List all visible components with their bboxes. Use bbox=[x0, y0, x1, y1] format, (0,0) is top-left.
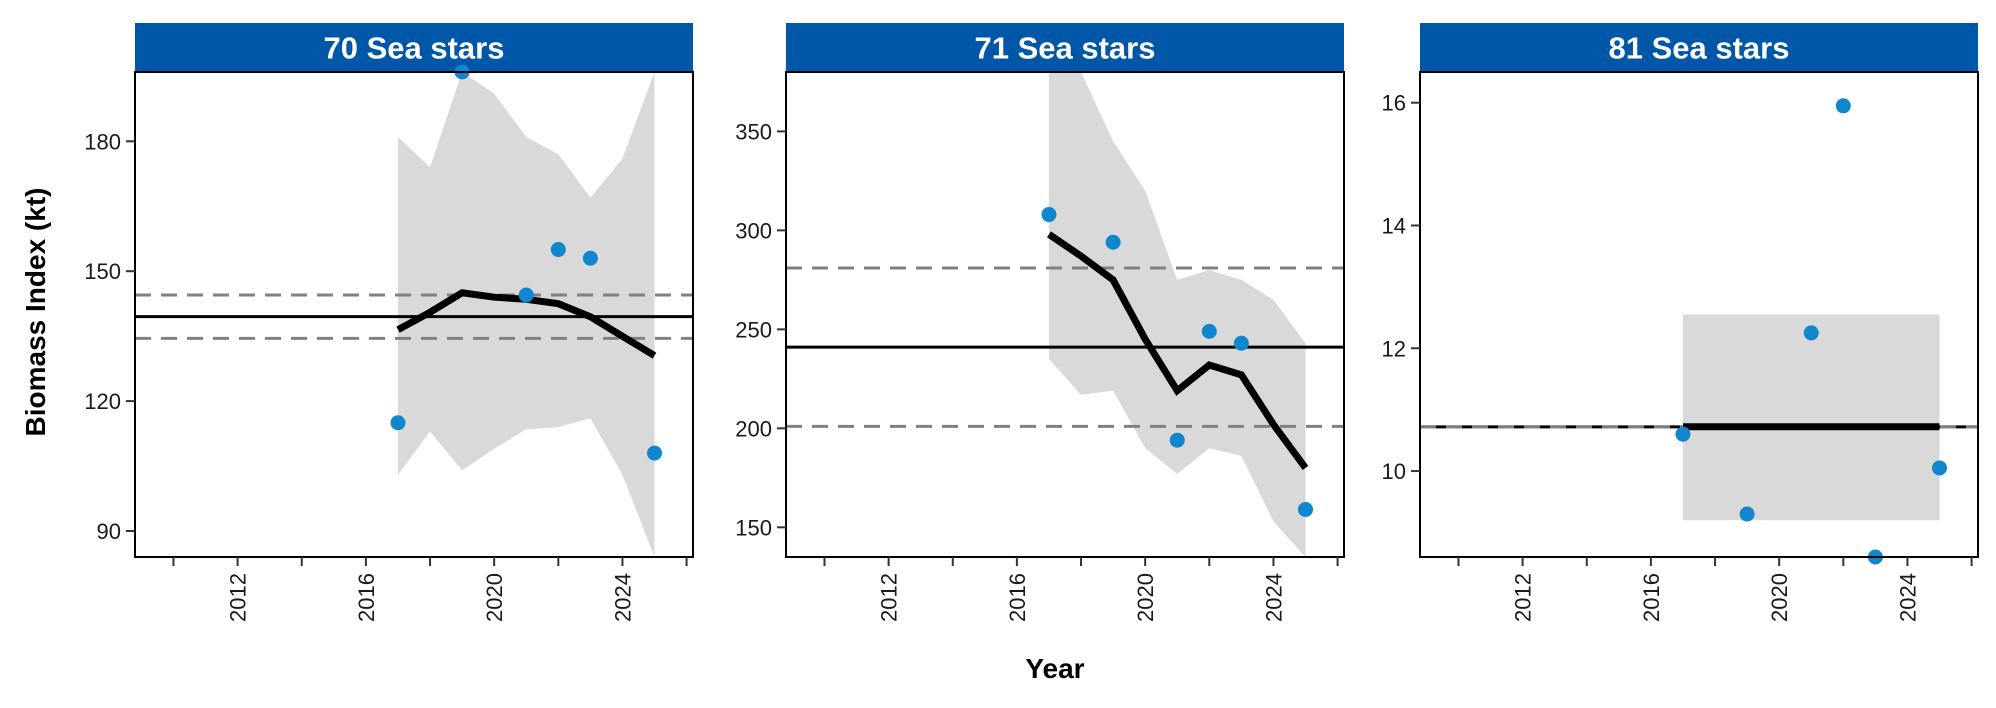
data-point bbox=[1739, 506, 1755, 522]
panel-strip bbox=[135, 23, 693, 72]
y-tick-label: 120 bbox=[84, 389, 121, 414]
x-tick-label: 2016 bbox=[1639, 573, 1664, 622]
data-point bbox=[1233, 335, 1249, 351]
y-tick-label: 200 bbox=[735, 416, 772, 441]
x-tick-label: 2020 bbox=[1767, 573, 1792, 622]
panel-2: 71 Sea stars 2012 2016 2020 2024 150 200 250 300… bbox=[735, 23, 1345, 622]
y-tick-label: 150 bbox=[84, 259, 121, 284]
data-point bbox=[1803, 325, 1819, 341]
data-point bbox=[550, 242, 566, 258]
confidence-ribbon bbox=[1683, 314, 1940, 521]
plot-area bbox=[1420, 314, 1978, 521]
data-point bbox=[647, 445, 663, 461]
panel-title: 70 Sea stars bbox=[324, 31, 505, 66]
panel-1: 70 Sea stars 2012 2016 2020 2024 90 120 150 180 bbox=[84, 23, 694, 622]
data-point bbox=[582, 250, 598, 266]
data-point bbox=[1169, 432, 1185, 448]
y-tick-label: 12 bbox=[1382, 336, 1406, 361]
y-tick-label: 350 bbox=[735, 119, 772, 144]
panel-3: 81 Sea stars 2012 2016 2020 2024 10 12 14 16 bbox=[1382, 23, 1979, 622]
data-point bbox=[1201, 323, 1217, 339]
data-point bbox=[390, 415, 406, 431]
panel-border bbox=[1419, 71, 1979, 558]
x-tick-label: 2012 bbox=[1511, 573, 1536, 622]
plot-area bbox=[786, 72, 1344, 557]
panel-strip bbox=[1420, 23, 1978, 72]
confidence-ribbon bbox=[398, 72, 655, 557]
x-tick-label: 2020 bbox=[482, 573, 507, 622]
x-axis-title: Year bbox=[1025, 653, 1084, 684]
y-tick-label: 300 bbox=[735, 218, 772, 243]
trend-line bbox=[1047, 231, 1309, 470]
panel-title: 71 Sea stars bbox=[975, 31, 1156, 66]
data-point bbox=[1675, 426, 1691, 442]
x-tick-label: 2016 bbox=[1005, 573, 1030, 622]
y-tick-label: 16 bbox=[1382, 91, 1406, 116]
x-tick-label: 2024 bbox=[1261, 573, 1286, 622]
data-point bbox=[1041, 207, 1057, 223]
x-tick-label: 2024 bbox=[1895, 573, 1920, 622]
x-tick-label: 2020 bbox=[1133, 573, 1158, 622]
confidence-ribbon bbox=[1049, 72, 1306, 557]
panel-border bbox=[785, 71, 1345, 558]
y-tick-label: 150 bbox=[735, 515, 772, 540]
y-tick-label: 180 bbox=[84, 129, 121, 154]
y-tick-label: 10 bbox=[1382, 459, 1406, 484]
panel-border bbox=[134, 71, 694, 558]
y-axis-title: Biomass Index (kt) bbox=[20, 188, 51, 437]
x-tick-label: 2024 bbox=[610, 573, 635, 622]
data-point bbox=[1835, 98, 1851, 114]
y-tick-label: 250 bbox=[735, 317, 772, 342]
x-tick-label: 2016 bbox=[354, 573, 379, 622]
y-tick-label: 90 bbox=[97, 519, 121, 544]
x-tick-label: 2012 bbox=[226, 573, 251, 622]
data-point bbox=[518, 287, 534, 303]
data-point bbox=[1298, 501, 1314, 517]
data-point bbox=[1105, 234, 1121, 250]
plot-area bbox=[135, 72, 693, 557]
panel-strip bbox=[786, 23, 1344, 72]
panel-title: 81 Sea stars bbox=[1609, 31, 1790, 66]
x-tick-label: 2012 bbox=[877, 573, 902, 622]
y-tick-label: 14 bbox=[1382, 213, 1406, 238]
data-point bbox=[1932, 460, 1948, 476]
